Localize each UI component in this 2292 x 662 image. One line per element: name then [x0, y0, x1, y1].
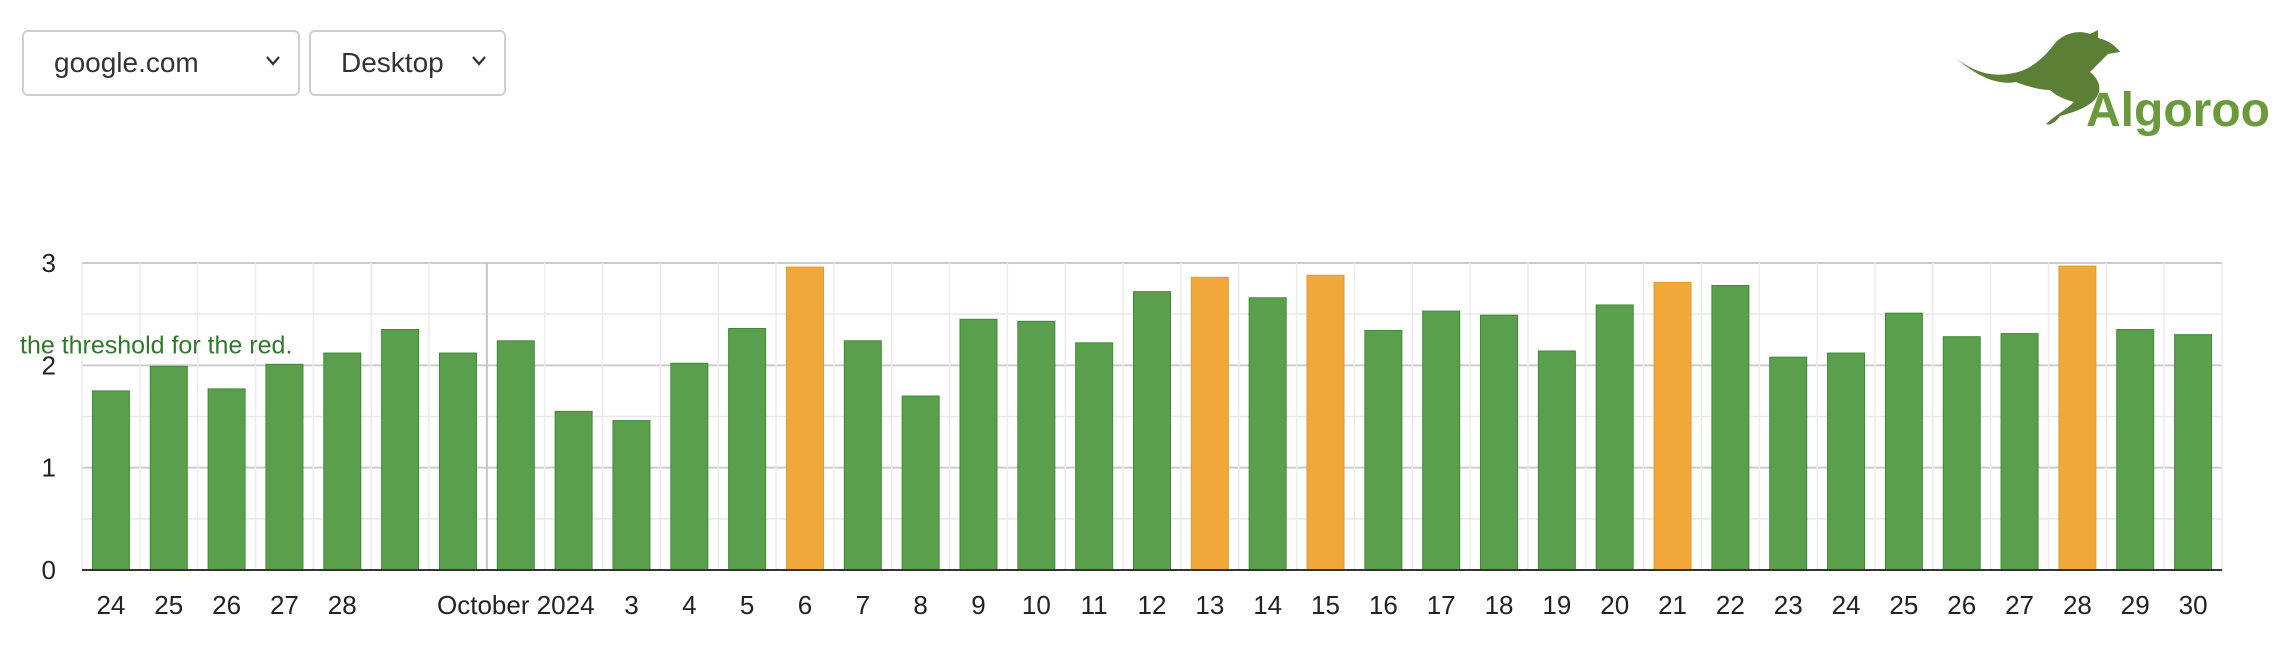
bar[interactable]	[1884, 312, 1923, 571]
bar[interactable]	[1537, 350, 1576, 571]
bar[interactable]	[1364, 330, 1403, 571]
bar[interactable]	[843, 340, 882, 571]
bar[interactable]	[496, 340, 535, 571]
x-tick-label: 5	[740, 590, 754, 620]
x-tick-label: 9	[971, 590, 985, 620]
algoroo-logo: Algoroo	[1956, 30, 2270, 137]
chevron-down-icon	[266, 56, 280, 66]
bar[interactable]	[91, 390, 130, 571]
x-tick-label: 8	[913, 590, 927, 620]
bar[interactable]	[323, 352, 362, 571]
bar[interactable]	[1190, 276, 1229, 571]
bar[interactable]	[149, 365, 188, 571]
y-tick-label: 2	[42, 350, 56, 380]
bar[interactable]	[1422, 310, 1461, 571]
x-tick-label: 29	[2121, 590, 2150, 620]
x-tick-label: 21	[1658, 590, 1687, 620]
site-select-value: google.com	[54, 47, 199, 78]
bar[interactable]	[1827, 352, 1866, 571]
bar[interactable]	[959, 318, 998, 571]
bar[interactable]	[2058, 265, 2097, 571]
x-tick-label: 10	[1022, 590, 1051, 620]
x-tick-label: 26	[212, 590, 241, 620]
bar[interactable]	[1306, 274, 1345, 571]
bar[interactable]	[554, 410, 593, 571]
bar[interactable]	[1248, 297, 1287, 571]
x-tick-label: 24	[96, 590, 125, 620]
bar[interactable]	[265, 363, 304, 571]
y-tick-label: 1	[42, 453, 56, 483]
bar[interactable]	[2174, 334, 2213, 571]
bar[interactable]	[1133, 291, 1171, 571]
x-tick-label: 13	[1195, 590, 1224, 620]
site-select[interactable]: google.com	[22, 30, 300, 96]
x-tick-label: 12	[1138, 590, 1167, 620]
bar[interactable]	[438, 352, 477, 571]
x-tick-label: 30	[2179, 590, 2208, 620]
x-tick-label: 27	[2005, 590, 2034, 620]
bar[interactable]	[612, 420, 651, 571]
x-tick-label: 23	[1774, 590, 1803, 620]
threshold-annotation: the threshold for the red.	[20, 331, 292, 359]
x-tick-label: 3	[624, 590, 638, 620]
device-select[interactable]: Desktop	[309, 30, 506, 96]
x-tick-label: 26	[1947, 590, 1976, 620]
bar[interactable]	[670, 362, 709, 571]
annotation-layer: the threshold for the red.	[20, 331, 292, 359]
bar[interactable]	[728, 327, 767, 571]
bar[interactable]	[1711, 285, 1750, 571]
bar[interactable]	[1653, 281, 1692, 571]
bar[interactable]	[1017, 320, 1056, 571]
x-tick-label: 6	[798, 590, 812, 620]
x-tick-label: 11	[1081, 590, 1108, 620]
x-tick-label: October 2024	[437, 590, 595, 620]
kangaroo-icon	[1956, 30, 2120, 125]
x-tick-label: 19	[1542, 590, 1571, 620]
x-tick-label: 4	[682, 590, 696, 620]
x-tick-label: 22	[1716, 590, 1745, 620]
x-tick-label: 28	[328, 590, 357, 620]
y-tick-label: 0	[42, 555, 56, 585]
bar[interactable]	[1942, 336, 1981, 571]
bar[interactable]	[1075, 342, 1114, 571]
bar[interactable]	[381, 329, 420, 571]
x-tick-label: 7	[856, 590, 870, 620]
x-tick-label: 25	[1889, 590, 1918, 620]
bar[interactable]	[1595, 304, 1634, 571]
x-tick-label: 16	[1369, 590, 1398, 620]
bar[interactable]	[207, 388, 246, 571]
bar[interactable]	[1480, 314, 1519, 571]
x-tick-label: 27	[270, 590, 299, 620]
x-tick-label: 18	[1485, 590, 1514, 620]
x-tick-label: 24	[1832, 590, 1861, 620]
x-tick-label: 28	[2063, 590, 2092, 620]
x-tick-label: 14	[1253, 590, 1282, 620]
device-select-value: Desktop	[341, 47, 444, 78]
logo-text: Algoroo	[2086, 84, 2270, 137]
x-tick-label: 17	[1427, 590, 1456, 620]
bar[interactable]	[785, 266, 824, 571]
y-tick-label: 3	[42, 248, 56, 278]
bar[interactable]	[2000, 333, 2039, 571]
bar[interactable]	[1769, 356, 1808, 571]
bar[interactable]	[2116, 329, 2155, 571]
x-tick-label: 15	[1311, 590, 1340, 620]
x-tick-label: 25	[154, 590, 183, 620]
chevron-down-icon	[472, 56, 486, 66]
bars	[91, 265, 2213, 571]
x-tick-label: 20	[1600, 590, 1629, 620]
bar[interactable]	[901, 395, 940, 571]
